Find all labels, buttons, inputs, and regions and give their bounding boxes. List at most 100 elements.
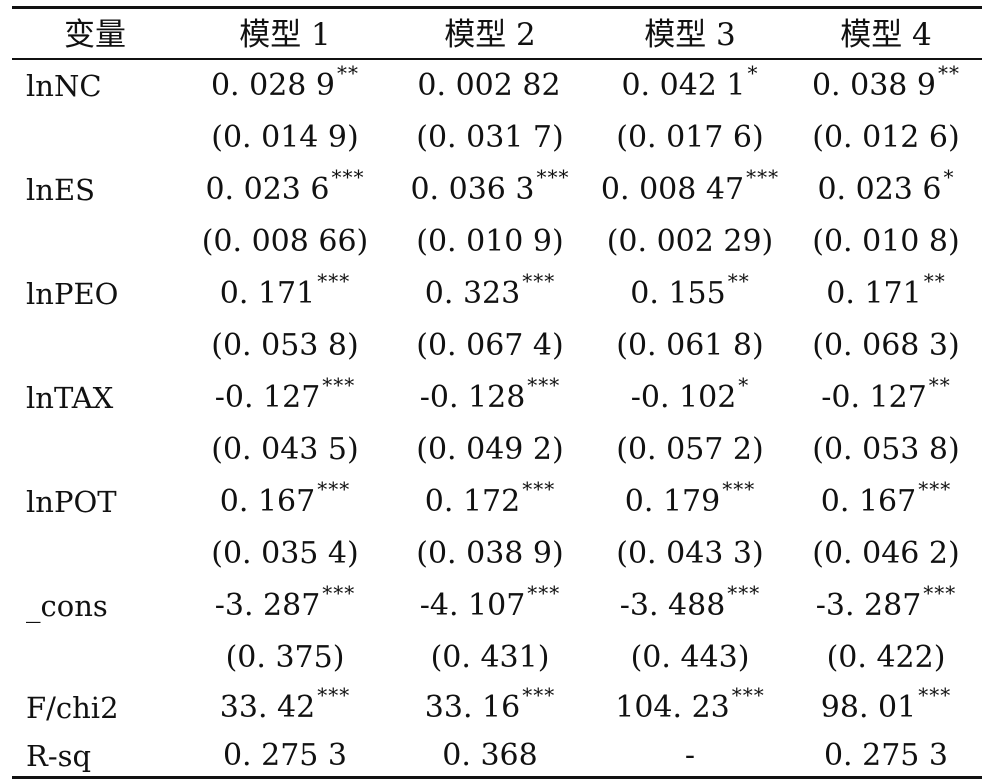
coef-value: -0. 127: [821, 380, 927, 415]
coef-value: 0. 008 47: [600, 172, 745, 207]
std-error-cell: (0. 049 2): [416, 432, 564, 467]
stat-cell: 104. 23 ***: [590, 682, 790, 734]
table-row: (0. 014 9) (0. 031 7) (0. 017 6) (0. 012…: [12, 112, 982, 164]
coef-value: 0. 002 82: [417, 68, 561, 103]
coef-cell: 0. 008 47 ***: [590, 164, 790, 216]
std-error-cell: (0. 422): [826, 640, 946, 675]
significance-stars: ***: [536, 165, 570, 189]
std-error-cell: (0. 057 2): [616, 432, 764, 467]
coef-value: 0. 028 9: [210, 68, 336, 103]
header-model-2: 模型 2: [444, 17, 536, 53]
coef-cell: 0. 167 ***: [790, 476, 982, 528]
table-row: lnTAX -0. 127 *** -0. 128 *** -0. 102 * -0.…: [12, 372, 982, 424]
header-model-3: 模型 3: [644, 17, 736, 53]
coef-value: 0. 167: [820, 484, 917, 519]
table-row: lnNC 0. 028 9 ** 0. 002 82 0. 042 1 * 0. 0…: [12, 60, 982, 112]
std-error-cell: (0. 043 5): [211, 432, 359, 467]
stat-cell: -: [684, 738, 696, 773]
variable-label: [26, 216, 196, 268]
coef-cell: -3. 287 ***: [790, 580, 982, 632]
std-error-cell: (0. 068 3): [812, 328, 960, 363]
coef-cell: 0. 171 ***: [180, 268, 390, 320]
significance-stars: ***: [722, 477, 756, 501]
regression-table: 变量 模型 1 模型 2 模型 3 模型 4 lnNC 0. 028 9 ** 0…: [12, 0, 982, 784]
coef-cell: -4. 107 ***: [390, 580, 590, 632]
significance-stars: *: [747, 61, 759, 85]
std-error-cell: (0. 010 9): [416, 224, 564, 259]
table-row: F/chi2 33. 42 *** 33. 16 *** 104. 23 *** 98…: [12, 682, 982, 734]
variable-label: _cons: [26, 589, 108, 623]
coef-value: 0. 155: [630, 276, 726, 311]
coef-value: 0. 038 9: [811, 68, 937, 103]
coef-value: -0. 128: [419, 380, 526, 415]
coef-cell: -3. 287 ***: [180, 580, 390, 632]
coef-value: -3. 287: [815, 588, 922, 623]
coef-value: 0. 171: [826, 276, 922, 311]
stat-cell: 98. 01 ***: [790, 682, 982, 734]
stat-cell: 0. 275 3: [823, 738, 949, 773]
significance-stars: ***: [522, 269, 556, 293]
coef-cell: 0. 036 3 ***: [390, 164, 590, 216]
table-row: lnPEO 0. 171 *** 0. 323 *** 0. 155 ** 0. 17…: [12, 268, 982, 320]
std-error-cell: (0. 443): [630, 640, 750, 675]
significance-stars: ***: [923, 581, 957, 605]
table-row: (0. 035 4) (0. 038 9) (0. 043 3) (0. 046…: [12, 528, 982, 580]
coef-cell: 0. 002 82: [390, 60, 590, 112]
coef-cell: -0. 102 *: [590, 372, 790, 424]
stat-cell: 0. 368: [442, 738, 538, 773]
table-row: (0. 043 5) (0. 049 2) (0. 057 2) (0. 053…: [12, 424, 982, 476]
std-error-cell: (0. 038 9): [416, 536, 564, 571]
std-error-cell: (0. 035 4): [211, 536, 359, 571]
significance-stars: **: [337, 61, 360, 85]
stat-value: 33. 16: [424, 690, 521, 725]
header-rule: [12, 58, 982, 60]
coef-cell: 0. 028 9 **: [180, 60, 390, 112]
variable-label: [26, 528, 196, 580]
coef-cell: 0. 323 ***: [390, 268, 590, 320]
coef-value: 0. 171: [219, 276, 316, 311]
std-error-cell: (0. 067 4): [416, 328, 564, 363]
coef-cell: 0. 023 6 ***: [180, 164, 390, 216]
significance-stars: *: [738, 373, 750, 397]
stat-value: 33. 42: [219, 690, 316, 725]
coef-value: -0. 127: [214, 380, 321, 415]
variable-label: [26, 112, 196, 164]
std-error-cell: (0. 008 66): [201, 224, 369, 259]
table-row: lnPOT 0. 167 *** 0. 172 *** 0. 179 *** 0. 1…: [12, 476, 982, 528]
coef-value: 0. 023 6: [817, 172, 942, 207]
stat-cell: 33. 16 ***: [390, 682, 590, 734]
coef-cell: 0. 179 ***: [590, 476, 790, 528]
variable-label: lnES: [26, 173, 95, 207]
significance-stars: ***: [918, 683, 952, 707]
coef-value: -3. 488: [619, 588, 726, 623]
stat-value: 98. 01: [820, 690, 917, 725]
significance-stars: **: [727, 269, 750, 293]
significance-stars: ***: [322, 373, 356, 397]
coef-cell: -0. 127 ***: [180, 372, 390, 424]
coef-cell: 0. 042 1 *: [590, 60, 790, 112]
coef-cell: -0. 127 **: [790, 372, 982, 424]
variable-label: lnTAX: [26, 381, 114, 415]
std-error-cell: (0. 053 8): [211, 328, 359, 363]
std-error-cell: (0. 031 7): [416, 120, 564, 155]
coef-value: 0. 179: [624, 484, 721, 519]
std-error-cell: (0. 375): [225, 640, 345, 675]
std-error-cell: (0. 012 6): [812, 120, 960, 155]
std-error-cell: (0. 046 2): [812, 536, 960, 571]
coef-value: 0. 036 3: [410, 172, 535, 207]
coef-cell: -0. 128 ***: [390, 372, 590, 424]
significance-stars: ***: [522, 683, 556, 707]
significance-stars: ***: [918, 477, 952, 501]
std-error-cell: (0. 010 8): [812, 224, 960, 259]
std-error-cell: (0. 002 29): [606, 224, 774, 259]
significance-stars: ***: [527, 581, 561, 605]
significance-stars: ***: [317, 683, 351, 707]
significance-stars: ***: [317, 477, 351, 501]
top-rule: [12, 6, 982, 9]
header-model-1: 模型 1: [239, 17, 331, 53]
variable-label: [26, 632, 196, 684]
coef-cell: 0. 172 ***: [390, 476, 590, 528]
table-row: _cons -3. 287 *** -4. 107 *** -3. 488 *** -…: [12, 580, 982, 632]
coef-value: -3. 287: [214, 588, 321, 623]
variable-label: lnNC: [26, 69, 102, 103]
